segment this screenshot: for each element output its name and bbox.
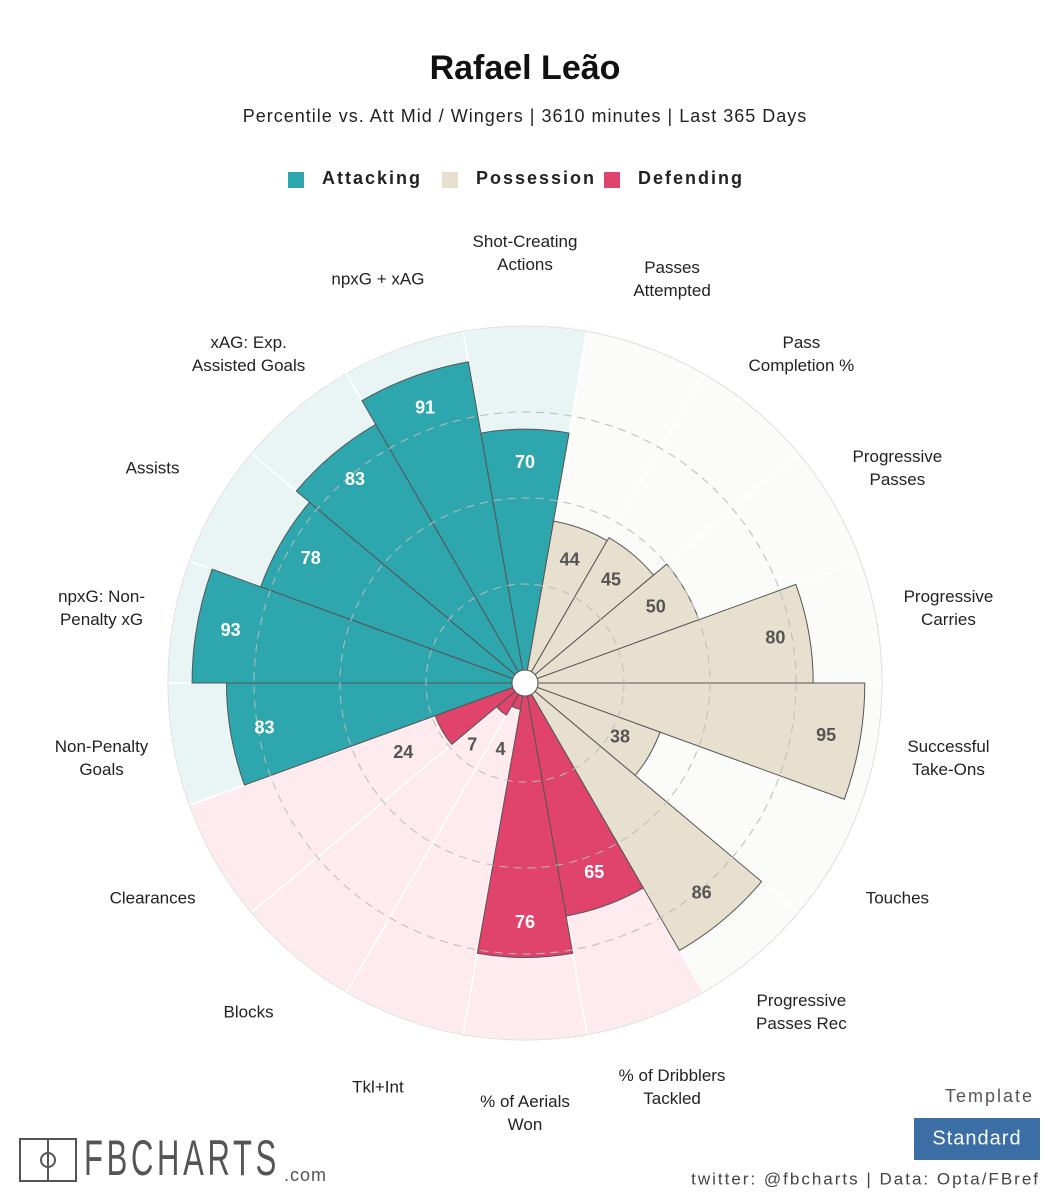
value-labels: 44 45 50 80 95 38 86 65 76 47 24 83 93 78 83 91 70 (221, 397, 837, 932)
logo-icon-circle (40, 1152, 56, 1168)
category-label: npxG: Non- Penalty xG (58, 587, 145, 630)
category-label: Pass Completion % (748, 332, 855, 375)
legend-swatch (604, 172, 620, 188)
category-label: Non-Penalty Goals (54, 736, 149, 779)
credit: twitter: @fbcharts | Data: Opta/FBref (691, 1169, 1040, 1188)
category-label: Blocks (223, 1002, 274, 1022)
template-name: Standard (932, 1127, 1021, 1149)
category-label: Assists (125, 458, 180, 478)
category-label: Progressive Passes Rec (756, 991, 847, 1034)
value-label: 50 (646, 596, 666, 616)
value-label: 95 (816, 725, 836, 745)
chart-subtitle: Percentile vs. Att Mid / Wingers | 3610 … (243, 106, 808, 126)
value-label: 86 (692, 882, 712, 902)
value-label: 44 (560, 549, 580, 569)
value-label: 91 (415, 397, 435, 417)
category-label: % of Dribblers Tackled (618, 1066, 726, 1109)
category-label: Passes Attempted (633, 257, 711, 300)
value-label: 65 (584, 862, 604, 882)
category-label: Tkl+Int (352, 1077, 404, 1097)
legend-swatch (288, 172, 304, 188)
outer-ring (167, 325, 883, 1041)
template-badge (914, 1118, 1040, 1160)
category-label: Progressive Passes (852, 447, 943, 489)
legend-swatch (442, 172, 458, 188)
category-label: Successful Take-Ons (907, 736, 990, 779)
chart-title: Rafael Leão (430, 49, 621, 87)
grid (253, 411, 797, 955)
value-label: 93 (221, 620, 241, 640)
bars (191, 361, 866, 958)
category-label: Touches (865, 888, 930, 908)
value-label: 7 (467, 735, 477, 755)
category-label: Shot-Creating Actions (472, 232, 578, 274)
category-label: xAG: Exp. Assisted Goals (191, 332, 306, 375)
value-label: 45 (601, 569, 621, 589)
template-label: Template (945, 1086, 1034, 1106)
category-label: % of Aerials Won (480, 1092, 570, 1134)
value-label: 78 (301, 548, 321, 568)
center-hole (511, 669, 539, 697)
value-label: 38 (610, 727, 630, 747)
value-label: 76 (515, 912, 535, 932)
logo-suffix: .com (284, 1165, 327, 1185)
value-label: 4 (495, 739, 505, 759)
legend-label: Defending (638, 168, 744, 188)
grid-circle (253, 411, 797, 955)
category-label: npxG + xAG (331, 269, 425, 289)
value-label: 83 (345, 469, 365, 489)
value-label: 70 (515, 452, 535, 472)
value-label: 83 (254, 718, 274, 738)
logo-text: FBCHARTS (84, 1130, 280, 1186)
category-label: Clearances (109, 888, 196, 908)
legend-label: Possession (476, 168, 597, 188)
value-label: 80 (765, 628, 785, 648)
legend-label: Attacking (322, 168, 423, 188)
value-label: 24 (393, 742, 413, 762)
grid-circle (425, 583, 625, 783)
category-label: Progressive Carries (903, 587, 994, 630)
grid-circle (339, 497, 711, 869)
